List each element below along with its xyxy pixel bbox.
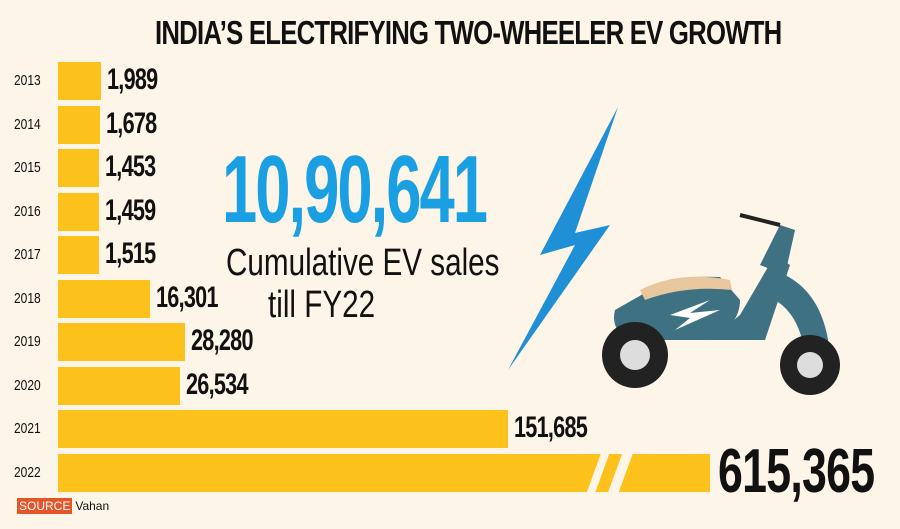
year-label: 2018	[14, 289, 41, 307]
value-label: 151,685	[513, 411, 588, 444]
year-label: 2019	[14, 333, 41, 350]
source-tag: SOURCE	[17, 498, 73, 514]
year-label: 2017	[14, 246, 41, 263]
year-label: 2021	[14, 420, 41, 437]
year-label: 2015	[14, 159, 41, 176]
value-label: 26,534	[186, 367, 249, 401]
year-label: 2014	[14, 115, 41, 133]
year-label: 2022	[14, 463, 41, 481]
value-label: 16,301	[156, 280, 219, 314]
lightning-bolt-icon	[508, 107, 618, 370]
bar-2022	[58, 453, 710, 492]
value-label: 1,989	[107, 63, 158, 96]
bar-2016	[58, 192, 99, 231]
bar-2021	[58, 410, 508, 448]
year-label: 2016	[14, 202, 41, 220]
value-label: 28,280	[191, 324, 254, 357]
bar-2017	[58, 236, 100, 274]
value-label: 1,515	[105, 237, 156, 270]
source-name: Vahan	[75, 499, 110, 513]
cumulative-sales-value: 10,90,641	[222, 136, 488, 243]
cumulative-label-line2: till FY22	[268, 284, 376, 326]
year-label: 2020	[14, 376, 41, 394]
source-note: SOURCE Vahan	[17, 498, 110, 514]
bar-2020	[58, 366, 181, 405]
bar-2019	[58, 323, 186, 361]
bar-2013	[58, 62, 102, 100]
chart-title: INDIA’S ELECTRIFYING TWO-WHEELER EV GROW…	[155, 14, 782, 51]
bar-2018	[58, 279, 151, 318]
value-label: 1,678	[105, 106, 157, 140]
value-label: 615,365	[718, 436, 875, 506]
value-label: 1,453	[104, 150, 156, 183]
value-label: 1,459	[104, 193, 156, 227]
cumulative-label-line1: Cumulative EV sales	[226, 242, 500, 284]
scooter-illustration	[602, 213, 840, 395]
bar-2014	[58, 105, 100, 144]
bar-2015	[58, 149, 99, 187]
year-label: 2013	[14, 72, 41, 89]
